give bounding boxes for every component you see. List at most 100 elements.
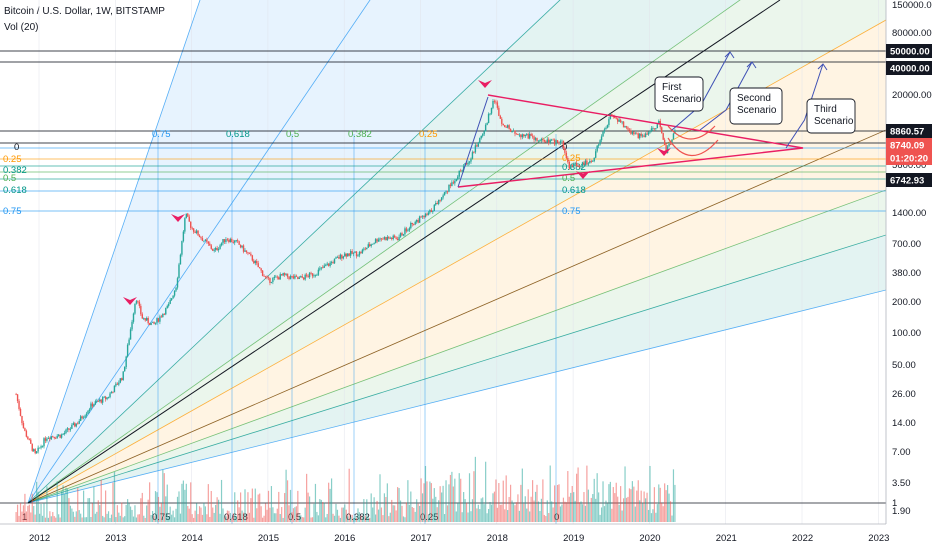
candle-body	[169, 300, 171, 304]
volume-bar	[627, 496, 629, 522]
price-axis[interactable]: 150000.0080000.0020000.005600.001400.007…	[885, 0, 932, 550]
candle-body	[15, 394, 17, 396]
volume-bar	[322, 501, 324, 522]
candle-body	[59, 434, 61, 438]
candle-body	[426, 213, 428, 215]
volume-bar	[639, 500, 641, 522]
candle-body	[278, 277, 280, 280]
volume-bar	[303, 517, 305, 522]
volume-bar	[65, 487, 67, 522]
volume-bar	[240, 492, 242, 522]
time-axis[interactable]: 2012 2013 2014 2015 2016 2017 2018 2019 2020 2021…	[0, 523, 889, 544]
candle-body	[517, 134, 519, 136]
price-tick: 700.00	[892, 239, 921, 250]
volume-bar	[182, 480, 184, 522]
candle-body	[159, 316, 161, 322]
price-series	[15, 99, 676, 455]
volume-bar	[674, 484, 676, 522]
volume-bar	[339, 517, 341, 522]
scenario-callout	[806, 98, 856, 134]
volume-bar	[250, 498, 252, 522]
candle-body	[590, 160, 592, 162]
candle-body	[112, 391, 114, 393]
volume-bar	[149, 482, 151, 522]
candle-body	[410, 222, 412, 229]
candle-body	[499, 115, 502, 119]
candle-body	[440, 197, 443, 201]
volume-bar	[317, 515, 319, 522]
candle-body	[527, 134, 529, 139]
volume-bar	[68, 498, 70, 522]
volume-bar	[534, 491, 537, 522]
year-tick: 2018	[487, 533, 508, 544]
volume-bar	[668, 493, 670, 522]
candle-body	[471, 152, 474, 159]
volume-bar	[452, 486, 454, 522]
volume-bar	[206, 514, 208, 522]
volume-label: Vol (20)	[4, 22, 39, 33]
year-tick: 2023	[868, 533, 889, 544]
fib-label-top: 0.25	[419, 129, 438, 140]
candle-body	[144, 318, 146, 321]
candle-body	[655, 128, 657, 129]
volume-bar	[661, 503, 663, 522]
candle-body	[352, 252, 355, 254]
volume-bar	[259, 493, 261, 522]
candle-body	[370, 244, 372, 247]
candle-body	[523, 134, 525, 137]
candle-body	[190, 221, 192, 228]
volume-bar	[493, 491, 496, 522]
volume-bar	[640, 490, 642, 522]
candle-body	[377, 239, 380, 242]
candle-body	[27, 436, 29, 440]
volume-bar	[383, 493, 386, 522]
candle-body	[170, 298, 173, 301]
volume-bar	[375, 514, 377, 522]
fib-label-2019: 0.25	[562, 153, 581, 164]
candle-body	[461, 170, 463, 172]
volume-bar	[103, 517, 105, 522]
volume-bar	[426, 481, 428, 522]
candle-body	[79, 416, 82, 421]
volume-bar	[517, 494, 519, 522]
volume-bar	[286, 480, 289, 522]
volume-bar	[467, 512, 469, 522]
candle-body	[536, 138, 538, 141]
fan-line	[27, 234, 886, 504]
volume-bar	[292, 508, 295, 522]
volume-bar	[90, 517, 92, 522]
year-tick: 2014	[182, 533, 203, 544]
volume-bar	[455, 511, 457, 522]
fib-label-left: 0.25	[3, 154, 22, 165]
volume-bar	[445, 480, 447, 522]
candle-body	[480, 135, 482, 139]
price-label-box	[886, 173, 932, 187]
candle-body	[665, 145, 667, 154]
candle-body	[619, 119, 622, 123]
candle-body	[455, 179, 458, 182]
candle-body	[320, 267, 323, 269]
volume-bar	[649, 465, 651, 522]
volume-bar	[21, 511, 23, 522]
candle-body	[82, 417, 85, 419]
candle-body	[345, 253, 347, 257]
candle-body	[537, 140, 540, 142]
volume-bar	[568, 496, 570, 522]
candle-body	[256, 261, 258, 264]
volume-bar	[166, 484, 168, 522]
year-tick: 2021	[716, 533, 737, 544]
candle-body	[671, 139, 673, 145]
volume-bar	[637, 480, 639, 522]
candle-body	[30, 439, 32, 444]
candle-body	[229, 239, 232, 243]
candle-body	[214, 247, 217, 250]
candle-body	[435, 203, 437, 205]
horizontal-levels[interactable]	[0, 50, 886, 504]
volume-bar	[24, 493, 26, 522]
volume-bar	[226, 510, 229, 522]
volume-bar	[279, 514, 281, 522]
candle-body	[279, 274, 281, 280]
volume-bar	[106, 513, 108, 522]
